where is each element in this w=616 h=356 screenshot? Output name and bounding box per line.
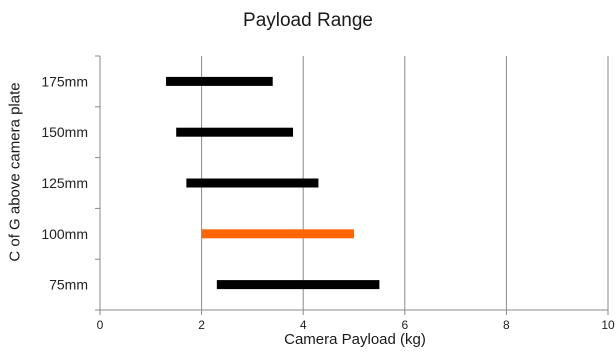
chart-title: Payload Range [243, 10, 373, 31]
range-bar-75mm [216, 280, 380, 290]
y-tick-label: 125mm [41, 175, 88, 191]
range-bar-125mm [186, 178, 319, 188]
x-tick-label: 2 [198, 318, 205, 332]
y-tick-label: 150mm [41, 124, 88, 140]
y-tick-label: 75mm [49, 277, 88, 293]
x-axis-label: Camera Payload (kg) [284, 331, 426, 348]
range-bar-100mm [201, 229, 354, 239]
range-bar-175mm [166, 76, 273, 86]
x-tick-label: 8 [503, 318, 510, 332]
x-tick-label: 0 [97, 318, 104, 332]
y-axis-label: C of G above camera plate [6, 82, 24, 262]
y-tick-label: 100mm [41, 226, 88, 242]
x-tick-label: 10 [601, 318, 615, 332]
range-bar-150mm [176, 127, 294, 137]
y-tick-label: 175mm [41, 73, 88, 89]
x-tick-label: 4 [300, 318, 307, 332]
x-tick-label: 6 [401, 318, 408, 332]
